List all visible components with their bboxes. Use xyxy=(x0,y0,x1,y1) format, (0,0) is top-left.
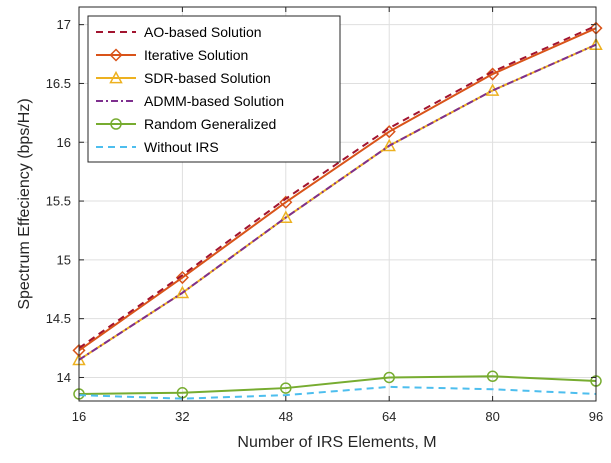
series-6 xyxy=(78,385,597,400)
legend-label: AO-based Solution xyxy=(144,24,262,40)
data-point xyxy=(280,382,292,394)
data-point xyxy=(383,371,395,384)
legend-label: Random Generalized xyxy=(144,116,276,132)
legend-label: ADMM-based Solution xyxy=(144,93,284,109)
data-point xyxy=(279,195,293,209)
series-line xyxy=(78,27,597,352)
series-1 xyxy=(78,24,597,349)
series-line xyxy=(78,385,597,400)
legend-entry: Iterative Solution xyxy=(96,47,248,63)
legend-entry: Random Generalized xyxy=(96,116,276,132)
legend-entry: SDR-based Solution xyxy=(96,70,271,86)
axis-ticks: 16 32 48 64 80 96 14 14.5 15 15.5 16 16.5 17 xyxy=(46,7,603,424)
series-line xyxy=(78,375,597,395)
data-point xyxy=(279,210,293,223)
y-tick-label: 15 xyxy=(57,252,71,267)
legend-label: SDR-based Solution xyxy=(144,70,271,86)
x-tick-label: 48 xyxy=(279,409,293,424)
x-tick-label: 32 xyxy=(175,409,189,424)
series-layer xyxy=(72,21,603,400)
legend-entry: ADMM-based Solution xyxy=(96,93,284,109)
x-axis-label: Number of IRS Elements, M xyxy=(237,434,436,451)
series-4 xyxy=(78,43,597,361)
y-tick-label: 15.5 xyxy=(46,194,71,209)
legend-marker xyxy=(109,48,123,62)
legend-marker xyxy=(109,70,123,84)
legend-entry: AO-based Solution xyxy=(96,24,262,40)
y-tick-label: 14 xyxy=(57,370,71,385)
data-point xyxy=(486,370,499,383)
series-line xyxy=(78,24,597,349)
y-tick-label: 17 xyxy=(57,17,71,32)
y-tick-label: 14.5 xyxy=(46,311,71,326)
legend: AO-based Solution Iterative Solution SDR-b… xyxy=(87,15,341,163)
legend-marker xyxy=(110,118,122,130)
series-line xyxy=(78,43,597,361)
y-tick-label: 16 xyxy=(57,135,71,150)
legend-entry: Without IRS xyxy=(96,139,219,155)
y-tick-label: 16.5 xyxy=(46,76,71,91)
data-point xyxy=(175,270,189,285)
plot-frame xyxy=(78,6,597,402)
legend-label: Iterative Solution xyxy=(144,47,248,63)
legend-label: Without IRS xyxy=(144,139,219,155)
data-point xyxy=(486,67,500,81)
x-tick-label: 96 xyxy=(589,409,603,424)
x-tick-label: 16 xyxy=(72,409,86,424)
legend-box xyxy=(87,15,341,163)
x-tick-label: 64 xyxy=(382,409,396,424)
y-axis-label: Spectrum Effeciency (bps/Hz) xyxy=(16,98,33,309)
x-tick-label: 80 xyxy=(485,409,499,424)
data-point xyxy=(175,285,190,299)
